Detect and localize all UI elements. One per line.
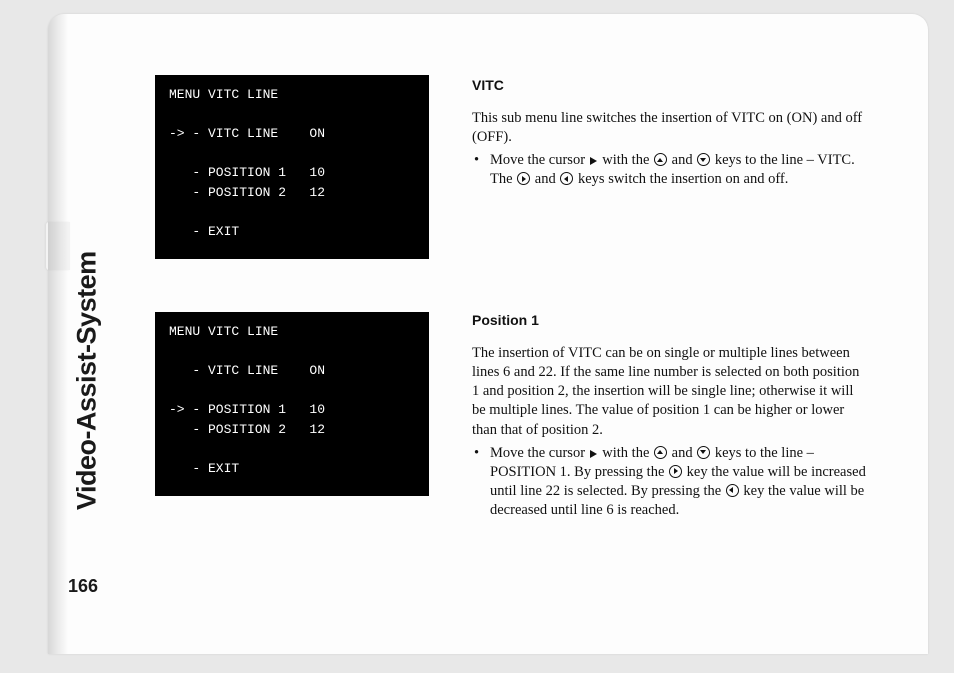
up-key-icon xyxy=(654,153,667,166)
cursor-arrow-icon xyxy=(590,157,597,165)
text: and xyxy=(668,152,696,168)
menu-vitc-line-1: MENU VITC LINE -> - VITC LINE ON - POSIT… xyxy=(155,75,429,259)
left-key-icon xyxy=(560,172,573,185)
text: with the xyxy=(599,445,653,461)
section-vitc: VITC This sub menu line switches the ins… xyxy=(472,77,867,190)
heading-position1: Position 1 xyxy=(472,312,867,328)
menu-vitc-line-2: MENU VITC LINE - VITC LINE ON -> - POSIT… xyxy=(155,312,429,496)
text: with the xyxy=(599,152,653,168)
text: and xyxy=(668,445,696,461)
sidebar-thumb-tab xyxy=(46,222,70,270)
section-position1: Position 1 The insertion of VITC can be … xyxy=(472,312,867,520)
sidebar-section-title: Video-Assist-System xyxy=(71,40,103,510)
para-vitc: This sub menu line switches the insertio… xyxy=(472,109,867,147)
right-key-icon xyxy=(517,172,530,185)
text: Move the cursor xyxy=(490,152,589,168)
text: keys switch the insertion on and off. xyxy=(574,171,788,187)
page-number: 166 xyxy=(68,576,98,597)
para-position1: The insertion of VITC can be on single o… xyxy=(472,344,867,440)
left-key-icon xyxy=(726,484,739,497)
cursor-arrow-icon xyxy=(590,450,597,458)
right-key-icon xyxy=(669,465,682,478)
up-key-icon xyxy=(654,446,667,459)
text: Move the cursor xyxy=(490,445,589,461)
bullet-vitc: Move the cursor with the and keys to the… xyxy=(472,151,867,189)
heading-vitc: VITC xyxy=(472,77,867,93)
down-key-icon xyxy=(697,153,710,166)
down-key-icon xyxy=(697,446,710,459)
text: and xyxy=(531,171,559,187)
bullet-position1: Move the cursor with the and keys to the… xyxy=(472,444,867,521)
